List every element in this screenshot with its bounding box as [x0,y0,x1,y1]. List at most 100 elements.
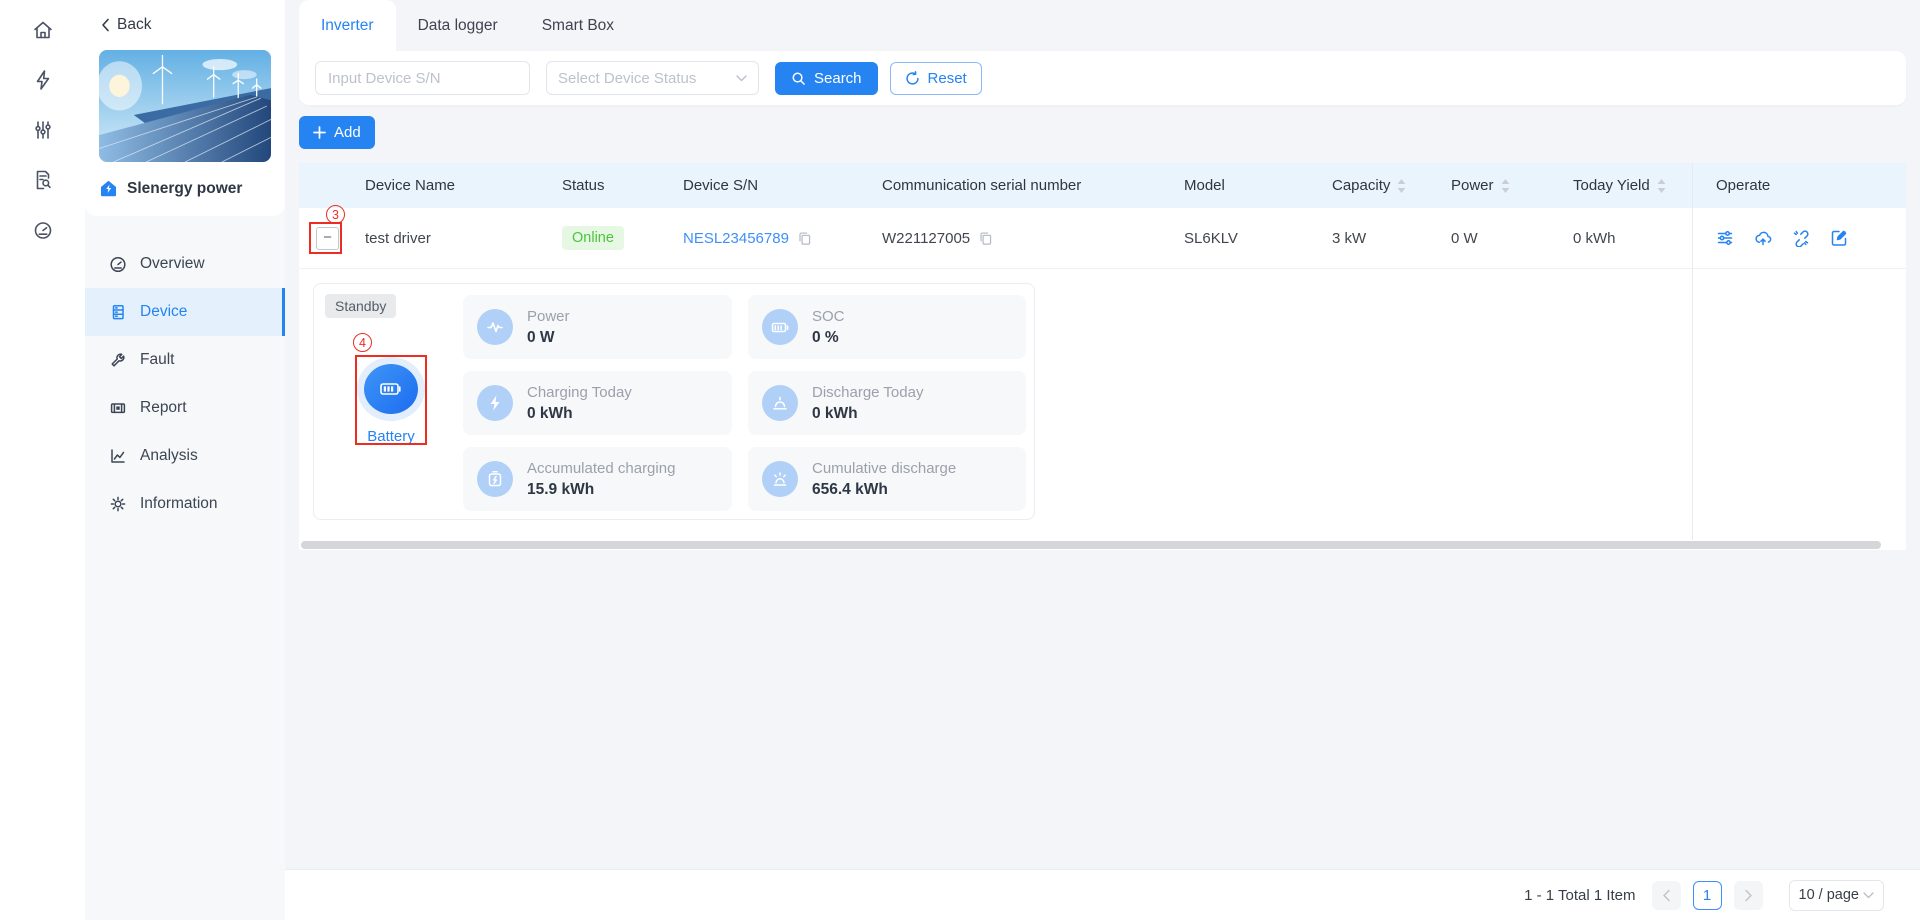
device-table: Device Name Status Device S/N Communicat… [299,163,1906,550]
search-bar: Select Device Status Search Reset [299,51,1906,105]
cell-device-name: test driver [365,229,431,247]
edit-icon[interactable] [1830,229,1848,247]
sidebar-item-label: Overview [140,255,205,272]
cell-power: 0 W [1451,229,1478,247]
next-page-button[interactable] [1733,880,1763,910]
stat-discharge-today: Discharge Today 0 kWh [748,371,1026,435]
gauge-icon [110,256,126,273]
table-row[interactable]: − test driver Online NESL23456789 W22112… [299,208,1906,268]
sidebar-menu: Overview Device Fault Rep [85,240,285,528]
header-status: Status [562,177,605,194]
home-icon[interactable] [31,18,55,42]
cell-today-yield: 0 kWh [1573,229,1616,247]
device-status-select[interactable]: Select Device Status [546,61,759,95]
header-today-yield[interactable]: Today Yield [1573,177,1692,194]
battery-level-icon [762,309,798,345]
header-comm-serial: Communication serial number [882,177,1082,194]
sidebar-item-information[interactable]: Information [85,480,285,528]
page-size-select[interactable]: 10 / page [1788,879,1884,911]
back-label: Back [117,16,152,33]
header-capacity[interactable]: Capacity [1332,177,1451,194]
page-number-button[interactable]: 1 [1692,880,1722,910]
unbind-icon[interactable] [1792,229,1810,247]
reset-icon [905,70,919,85]
device-sn-input[interactable] [315,61,530,95]
header-operate: Operate [1716,177,1771,194]
plus-icon [313,126,326,139]
chevron-left-icon [102,18,109,32]
bolt-icon [477,385,513,421]
tab-data-logger[interactable]: Data logger [417,16,498,34]
dashboard-icon[interactable] [31,218,55,242]
plant-house-icon [101,180,116,197]
sort-icon[interactable] [1657,178,1666,193]
battery-bolt-icon [477,461,513,497]
stat-charging-today: Charging Today 0 kWh [463,371,732,435]
battery-icon [364,364,418,414]
battery-stats: Power 0 W SOC 0 % Charging Today 0 kWh [463,295,1026,511]
cell-model: SL6KLV [1184,229,1238,247]
copy-icon[interactable] [797,231,812,246]
back-button[interactable]: Back [99,12,271,38]
table-header-row: Device Name Status Device S/N Communicat… [299,163,1906,208]
cell-comm-serial: W221127005 [882,230,1184,247]
cell-device-sn: NESL23456789 [683,230,882,247]
fixed-column-divider [1692,163,1693,540]
header-device-name: Device Name [365,177,456,194]
prev-page-button[interactable] [1651,880,1681,910]
chevron-right-icon [1744,889,1752,901]
header-power[interactable]: Power [1451,177,1573,194]
search-button[interactable]: Search [775,61,878,95]
sort-icon[interactable] [1501,178,1510,193]
cloud-upload-icon[interactable] [1754,229,1772,247]
chevron-down-icon [1863,891,1874,898]
sidebar-item-label: Information [140,495,218,512]
sidebar-item-analysis[interactable]: Analysis [85,432,285,480]
collapse-row-button[interactable]: − [316,226,339,250]
device-list-icon [112,305,124,320]
chevron-left-icon [1662,889,1670,901]
sort-icon[interactable] [1397,178,1406,193]
chevron-down-icon [736,74,747,81]
sidebar-item-device[interactable]: Device [85,288,285,336]
scrollbar-thumb[interactable] [301,540,1881,549]
device-tabs: Inverter Data logger Smart Box [285,0,1920,51]
stat-accumulated-charging: Accumulated charging 15.9 kWh [463,447,732,511]
stat-soc: SOC 0 % [748,295,1026,359]
sidebar-item-overview[interactable]: Overview [85,240,285,288]
pagination-bar: 1 - 1 Total 1 Item 1 10 / page [285,869,1920,920]
sidebar-item-label: Device [140,303,188,320]
device-sn-link[interactable]: NESL23456789 [683,229,789,247]
add-device-button[interactable]: Add [299,116,375,149]
tab-smart-box[interactable]: Smart Box [541,16,615,34]
sliders-icon[interactable] [31,118,55,142]
reset-button[interactable]: Reset [889,61,982,95]
battery-selector[interactable]: Battery [355,355,427,445]
main-content: Inverter Data logger Smart Box Select De… [285,0,1920,920]
copy-icon[interactable] [978,231,993,246]
plant-name: Slenergy power [127,179,243,197]
comm-serial-value: W221127005 [882,229,971,247]
tab-inverter[interactable]: Inverter [299,0,396,51]
sidebar-item-label: Report [140,399,187,416]
gear-icon [110,496,126,512]
sidebar-item-report[interactable]: Report [85,384,285,432]
device-status-placeholder: Select Device Status [558,69,697,87]
siren-icon [762,461,798,497]
film-icon [110,403,126,414]
energy-icon[interactable] [31,68,55,92]
header-device-sn: Device S/N [683,177,759,194]
plant-name-row: Slenergy power [99,179,271,198]
sidebar-item-fault[interactable]: Fault [85,336,285,384]
stat-power: Power 0 W [463,295,732,359]
report-search-icon[interactable] [31,168,55,192]
search-button-label: Search [814,69,862,87]
header-model: Model [1184,177,1225,194]
sidebar: Back [85,0,285,920]
reset-button-label: Reset [927,69,967,87]
sidebar-item-label: Fault [140,351,175,368]
power-wave-icon [477,309,513,345]
parameter-settings-icon[interactable] [1716,229,1734,247]
horizontal-scrollbar[interactable] [299,539,1906,550]
